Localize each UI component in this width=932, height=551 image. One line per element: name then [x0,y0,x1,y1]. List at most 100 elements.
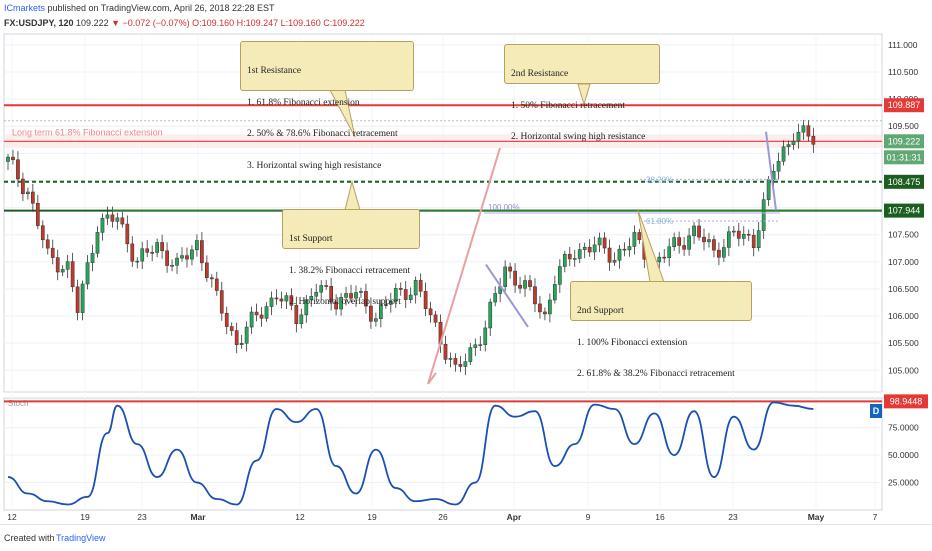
price-tick-label: 109.500 [888,121,919,131]
candle-body [801,125,806,133]
candle-body [443,343,448,360]
candle-body [110,214,115,222]
candle-body [428,308,433,316]
price-tick-label: 105.500 [888,338,919,348]
first-resistance-line-1: 1. 61.8% Fibonacci extension [247,97,360,108]
candle-body [155,242,159,253]
candle-body [224,312,229,327]
candle-body [75,286,80,313]
first-support-line-2: 2. Horizontal overlap support [289,297,401,307]
time-tick-label: 7 [873,512,878,522]
candle-body [209,277,214,280]
published-text: published on TradingView.com, April 26, … [45,3,275,13]
candle-body [279,298,284,302]
candle-body [632,232,637,247]
candle-body [612,260,617,263]
candle-body [264,306,269,319]
candle-body [6,156,10,162]
candle-body [796,131,801,142]
ohlc-values: O:109.160 H:109.247 L:109.160 C:109.222 [192,18,365,28]
price-change: ▼ −0.072 (−0.07%) [111,18,190,28]
candle-body [31,191,35,204]
chart-canvas[interactable]: Long term 61.8% Fibonacci extension 100.… [0,0,932,524]
price-tick-label: 105.000 [888,365,919,375]
candle-body [284,295,289,302]
candle-body [766,179,771,200]
candle-body [548,299,552,315]
candle-body [453,358,458,365]
candle-body [781,146,786,162]
candle-body [627,246,632,251]
tradingview-logo[interactable]: TradingView [56,533,106,543]
candle-body [269,297,274,307]
candle-body [687,235,691,250]
publisher-name[interactable]: ICmarkets [4,3,46,13]
first-support-title: 1st Support [289,234,333,244]
price-tick-label: 110.500 [888,67,918,77]
candle-body [26,191,30,195]
candle-body [70,261,75,288]
projection-arrow [485,263,529,328]
candle-body [572,258,577,260]
level-price-label: 109.222 [888,136,921,146]
candle-body [597,237,602,246]
candle-body [717,249,721,258]
time-tick-label: 12 [295,512,305,522]
projection-arrow [765,131,777,211]
candle-body [776,161,781,172]
candle-body [140,248,145,262]
first-resistance-title: 1st Resistance [247,66,302,76]
candle-body [35,203,40,226]
candle-body [592,244,597,253]
second-resistance-note[interactable]: 2nd Resistance 1. 50% Fibonacci retracem… [504,44,660,142]
candle-body [488,301,493,329]
publisher-line: ICmarkets published on TradingView.com, … [4,3,275,13]
fib-extension-arrow-head [427,372,437,385]
candle-body [388,300,393,305]
candle-body [145,248,150,253]
time-tick-label: 26 [438,512,448,522]
candle-body [468,347,473,362]
time-tick-label: 23 [728,512,738,522]
second-support-note[interactable]: 2nd Support 1. 100% Fibonacci extension … [570,281,752,379]
candle-body [408,294,413,300]
candle-body [205,262,209,278]
candle-body [712,239,716,251]
candle-body [60,269,65,273]
level-price-label: 109.887 [888,100,921,110]
price-tick-label: 111.000 [888,40,918,50]
stoch-title: Stoch [8,399,28,408]
candle-body [254,311,259,316]
candle-body [219,290,224,314]
level-price-tag [884,174,924,189]
second-resistance-title: 2nd Resistance [511,69,569,79]
candle-body [344,293,348,298]
candle-body [493,293,498,303]
first-support-note[interactable]: 1st Support 1. 38.2% Fibonacci retraceme… [282,209,420,307]
candle-body [304,299,309,316]
candle-body [50,247,55,258]
candle-body [244,326,249,344]
candle-body [403,289,408,300]
candle-body [21,178,25,195]
candle-body [553,284,557,301]
stoch-tick-label: 75.0000 [888,423,919,433]
candle-body [697,225,701,238]
candle-body [463,361,468,367]
candle-body [329,286,333,303]
candle-body [791,140,796,145]
stoch-tick-label: 25.0000 [888,478,919,488]
candle-body [761,199,766,231]
time-tick-label: 19 [80,512,90,522]
candle-body [239,342,244,345]
level-price-tag [884,134,924,149]
candle-body [751,234,756,248]
candle-body [195,240,199,251]
first-resistance-note[interactable]: 1st Resistance 1. 61.8% Fibonacci extens… [240,41,414,171]
candle-body [130,243,135,262]
price-tick-label: 107.500 [888,230,919,240]
candle-body [702,236,706,243]
candle-body [185,255,189,260]
candle-body [314,291,319,297]
candle-body [727,231,731,248]
